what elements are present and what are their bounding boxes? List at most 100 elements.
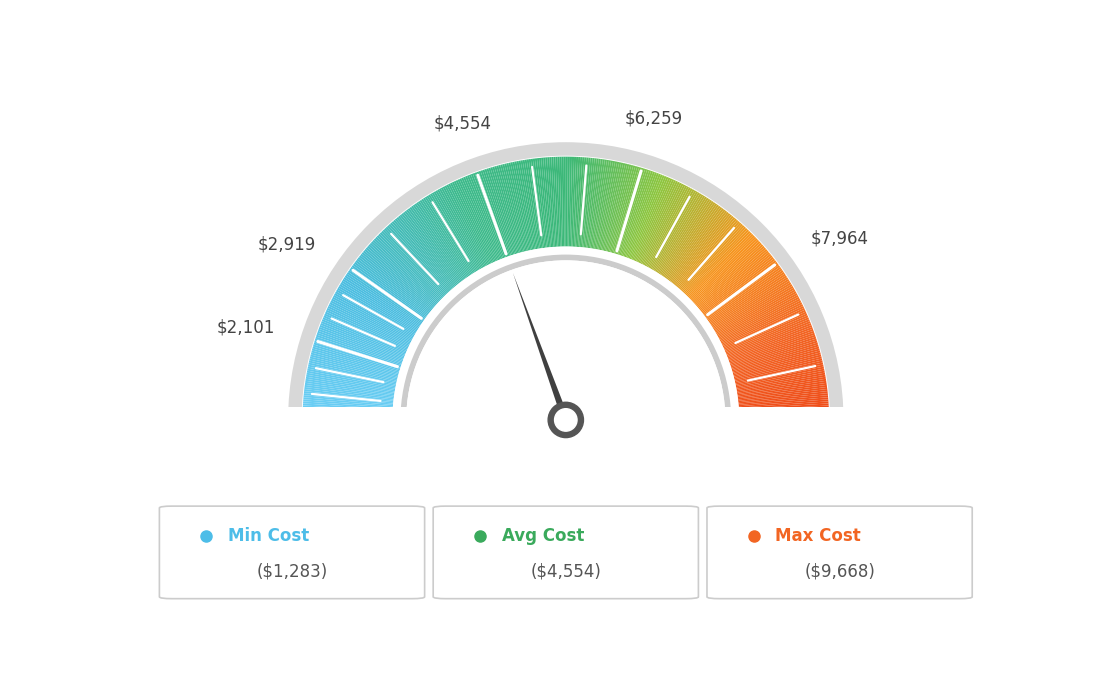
Wedge shape	[698, 249, 767, 308]
Wedge shape	[508, 163, 529, 250]
Wedge shape	[684, 228, 747, 295]
Wedge shape	[401, 255, 731, 420]
Wedge shape	[737, 387, 827, 400]
Wedge shape	[740, 414, 829, 417]
Wedge shape	[553, 157, 559, 247]
Wedge shape	[613, 166, 639, 253]
Wedge shape	[615, 168, 644, 254]
Wedge shape	[697, 248, 766, 307]
Wedge shape	[737, 389, 828, 401]
Wedge shape	[304, 389, 394, 401]
Text: $9,668: $9,668	[871, 411, 928, 429]
Wedge shape	[693, 241, 761, 303]
Wedge shape	[624, 172, 655, 257]
Wedge shape	[625, 172, 657, 257]
Wedge shape	[723, 310, 806, 348]
Wedge shape	[332, 297, 413, 340]
Wedge shape	[389, 224, 450, 292]
Wedge shape	[302, 412, 393, 416]
Wedge shape	[733, 351, 820, 375]
Wedge shape	[423, 197, 473, 275]
Wedge shape	[643, 184, 683, 265]
Wedge shape	[702, 257, 774, 314]
Wedge shape	[739, 397, 828, 406]
Wedge shape	[714, 284, 793, 332]
Wedge shape	[533, 159, 545, 248]
Wedge shape	[346, 274, 422, 325]
Wedge shape	[317, 333, 402, 364]
Wedge shape	[679, 221, 740, 290]
Wedge shape	[581, 157, 591, 247]
Wedge shape	[728, 323, 811, 357]
Wedge shape	[550, 157, 556, 247]
Wedge shape	[461, 177, 498, 261]
Wedge shape	[311, 348, 399, 374]
Wedge shape	[315, 341, 401, 369]
Wedge shape	[478, 171, 510, 257]
Wedge shape	[669, 208, 724, 282]
Wedge shape	[302, 410, 393, 415]
Wedge shape	[667, 206, 721, 279]
Wedge shape	[304, 395, 393, 405]
Wedge shape	[665, 204, 718, 278]
Wedge shape	[426, 195, 475, 273]
Wedge shape	[671, 210, 728, 283]
Wedge shape	[395, 219, 454, 288]
Wedge shape	[611, 166, 635, 253]
Wedge shape	[573, 157, 578, 247]
Wedge shape	[302, 404, 393, 411]
Wedge shape	[731, 341, 817, 369]
Text: ($4,554): ($4,554)	[530, 563, 602, 581]
Wedge shape	[520, 160, 538, 249]
Wedge shape	[558, 157, 562, 246]
Wedge shape	[498, 165, 522, 253]
Wedge shape	[320, 323, 404, 357]
Wedge shape	[488, 168, 517, 254]
Wedge shape	[651, 191, 698, 270]
Wedge shape	[347, 272, 423, 324]
Wedge shape	[360, 254, 432, 311]
Wedge shape	[469, 175, 503, 259]
Wedge shape	[326, 310, 408, 348]
Wedge shape	[634, 177, 670, 261]
Wedge shape	[333, 295, 413, 339]
Wedge shape	[429, 193, 478, 271]
Wedge shape	[720, 299, 800, 342]
Wedge shape	[404, 210, 460, 283]
Wedge shape	[302, 414, 392, 417]
Wedge shape	[510, 162, 531, 250]
Wedge shape	[305, 383, 394, 397]
Wedge shape	[571, 157, 576, 247]
Wedge shape	[739, 400, 828, 408]
Wedge shape	[319, 327, 404, 360]
Wedge shape	[321, 319, 405, 355]
Wedge shape	[596, 161, 613, 249]
Text: Min Cost: Min Cost	[227, 527, 309, 545]
Wedge shape	[646, 186, 689, 267]
Wedge shape	[659, 197, 709, 275]
Wedge shape	[732, 346, 819, 373]
Wedge shape	[645, 186, 687, 266]
Wedge shape	[422, 199, 471, 275]
Wedge shape	[348, 270, 423, 322]
Wedge shape	[380, 233, 444, 297]
Wedge shape	[664, 202, 715, 277]
Wedge shape	[691, 238, 757, 302]
Wedge shape	[322, 317, 406, 353]
Wedge shape	[465, 176, 501, 259]
Wedge shape	[470, 174, 505, 258]
Wedge shape	[305, 381, 394, 395]
Wedge shape	[454, 181, 493, 263]
Wedge shape	[607, 164, 631, 252]
Wedge shape	[708, 268, 783, 322]
Wedge shape	[338, 286, 416, 333]
Wedge shape	[709, 270, 784, 322]
Wedge shape	[330, 300, 412, 342]
Wedge shape	[601, 162, 622, 250]
Wedge shape	[605, 164, 627, 251]
Wedge shape	[388, 225, 449, 293]
Bar	[197, 407, 935, 477]
Wedge shape	[349, 268, 424, 322]
Wedge shape	[575, 157, 582, 247]
Wedge shape	[626, 173, 659, 258]
